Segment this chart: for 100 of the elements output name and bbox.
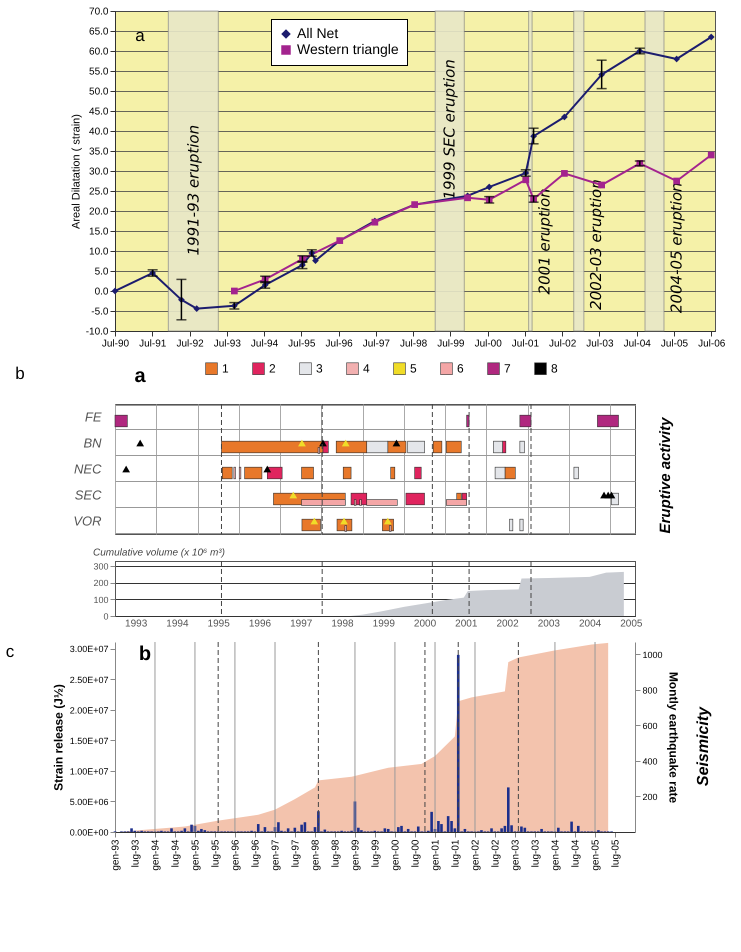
legend-label: 7 — [504, 362, 511, 376]
legend-label: All Net — [297, 25, 338, 41]
legend-label: 4 — [363, 362, 370, 376]
x-tick-label: lug-95 — [210, 839, 222, 868]
x-tick-label: 2003 — [538, 618, 560, 630]
x-tick-label: lug-96 — [250, 839, 262, 868]
y-tick-label: 55.0 — [89, 66, 109, 78]
x-tick-label: Jul-97 — [362, 338, 390, 350]
band-label: 2002-03 eruption — [586, 179, 605, 310]
y-axis-title: Areal Dilatation ( strain) — [70, 114, 83, 229]
legend-label: 8 — [551, 362, 558, 376]
y-tick-label: 0.00E+00 — [70, 828, 108, 838]
y-tick-label: 40.0 — [89, 126, 109, 138]
x-tick-label: 1994 — [166, 618, 189, 630]
legend-label: 2 — [269, 362, 276, 376]
x-tick-label: Jul-01 — [512, 338, 540, 350]
x-tick-label: Jul-00 — [474, 338, 502, 350]
x-tick-label: gen-04 — [550, 839, 562, 871]
x-tick-label: gen-99 — [350, 839, 362, 871]
y-tick-label: 2.00E+07 — [70, 705, 108, 716]
legend-label: 1 — [222, 362, 229, 376]
y-axis-title: Strain release (J½) — [52, 684, 66, 791]
x-tick-label: lug-98 — [330, 839, 342, 868]
x-tick-label: 2005 — [620, 618, 643, 630]
text: c — [6, 642, 15, 661]
y2-tick-label: 600 — [642, 720, 658, 731]
x-tick-label: gen-94 — [150, 839, 162, 871]
y-tick-label: 60.0 — [89, 46, 109, 58]
y-tick-label: -5.0 — [91, 306, 109, 318]
y-tick-label: 5.00E+06 — [70, 796, 108, 807]
y-tick-label: 65.0 — [89, 26, 109, 38]
y-tick-label: 300 — [93, 562, 108, 572]
x-tick-label: gen-05 — [590, 839, 602, 871]
text: b — [15, 364, 25, 383]
y-tick-label: 200 — [93, 578, 108, 588]
y-tick-label: 100 — [93, 594, 108, 605]
text: Seismicity — [695, 706, 712, 786]
x-tick-label: 1998 — [331, 618, 354, 630]
y-tick-label: BN — [83, 436, 102, 450]
x-tick-label: lug-00 — [410, 839, 422, 868]
y-tick-label: -10.0 — [86, 326, 109, 338]
y-tick-label: 1.00E+07 — [70, 766, 108, 776]
x-tick-label: gen-03 — [510, 839, 522, 871]
chart-title: Cumulative volume (x 10⁶ m³) — [92, 548, 225, 558]
x-tick-label: Jul-90 — [102, 338, 130, 350]
x-tick-label: 2004 — [578, 618, 602, 630]
y-tick-label: 35.0 — [89, 146, 109, 158]
legend-label: Western triangle — [297, 41, 399, 57]
x-tick-label: lug-05 — [610, 839, 622, 868]
x-tick-label: lug-99 — [370, 839, 382, 868]
x-tick-label: lug-93 — [130, 839, 142, 868]
x-tick-label: gen-97 — [270, 839, 282, 871]
y-tick-label: 45.0 — [89, 106, 109, 118]
x-tick-label: Jul-91 — [139, 338, 167, 350]
y-tick-label: 0.0 — [94, 286, 109, 298]
y2-tick-label: 1000 — [642, 650, 663, 660]
x-tick-label: Jul-99 — [437, 338, 465, 350]
x-tick-label: lug-94 — [170, 839, 182, 868]
x-tick-label: gen-93 — [110, 839, 122, 871]
y-tick-label: 3.00E+07 — [70, 644, 108, 654]
x-tick-label: Jul-94 — [250, 338, 279, 350]
legend-label: 3 — [316, 362, 323, 376]
x-tick-label: lug-03 — [530, 839, 542, 868]
x-tick-label: Jul-06 — [698, 338, 726, 350]
x-tick-label: Jul-92 — [176, 338, 204, 350]
x-tick-label: Jul-02 — [549, 338, 577, 350]
band-label: 2004-05 eruption — [668, 182, 686, 314]
annotation: b — [138, 643, 152, 665]
y2-tick-label: 200 — [642, 792, 658, 802]
y-tick-label: SEC — [74, 488, 102, 502]
x-tick-label: Jul-95 — [288, 338, 316, 350]
y-tick-label: 0 — [103, 612, 108, 622]
x-tick-label: 2001 — [455, 618, 478, 630]
x-tick-label: 1993 — [125, 618, 148, 630]
x-tick-label: 2002 — [496, 618, 520, 630]
y-tick-label: 25.0 — [89, 186, 109, 198]
y2-tick-label: 400 — [642, 756, 658, 766]
x-tick-label: 1996 — [248, 618, 272, 630]
y-tick-label: 30.0 — [89, 166, 109, 178]
y-tick-label: 10.0 — [89, 246, 109, 258]
x-tick-label: Jul-04 — [624, 338, 652, 350]
x-tick-label: gen-96 — [230, 839, 242, 871]
y-tick-label: 50.0 — [89, 86, 109, 98]
x-tick-label: gen-98 — [310, 839, 322, 871]
x-tick-label: Jul-03 — [586, 338, 614, 350]
y-tick-label: 5.0 — [94, 266, 109, 278]
x-tick-label: lug-97 — [290, 839, 302, 868]
y-tick-label: VOR — [73, 514, 102, 528]
legend-label: 6 — [457, 362, 464, 376]
band-label: 1999 SEC eruption — [440, 59, 459, 200]
x-tick-label: gen-00 — [390, 839, 402, 871]
y-tick-label: NEC — [74, 462, 102, 476]
y2-axis-title: Montly earthquake rate — [666, 672, 681, 804]
x-tick-label: lug-04 — [570, 839, 582, 868]
x-tick-label: 2000 — [414, 618, 437, 630]
x-tick-label: gen-95 — [190, 839, 202, 871]
y-tick-label: FE — [84, 410, 102, 424]
x-tick-label: Jul-05 — [660, 338, 689, 350]
x-tick-label: 1995 — [208, 618, 230, 630]
x-tick-label: Jul-93 — [214, 338, 242, 350]
